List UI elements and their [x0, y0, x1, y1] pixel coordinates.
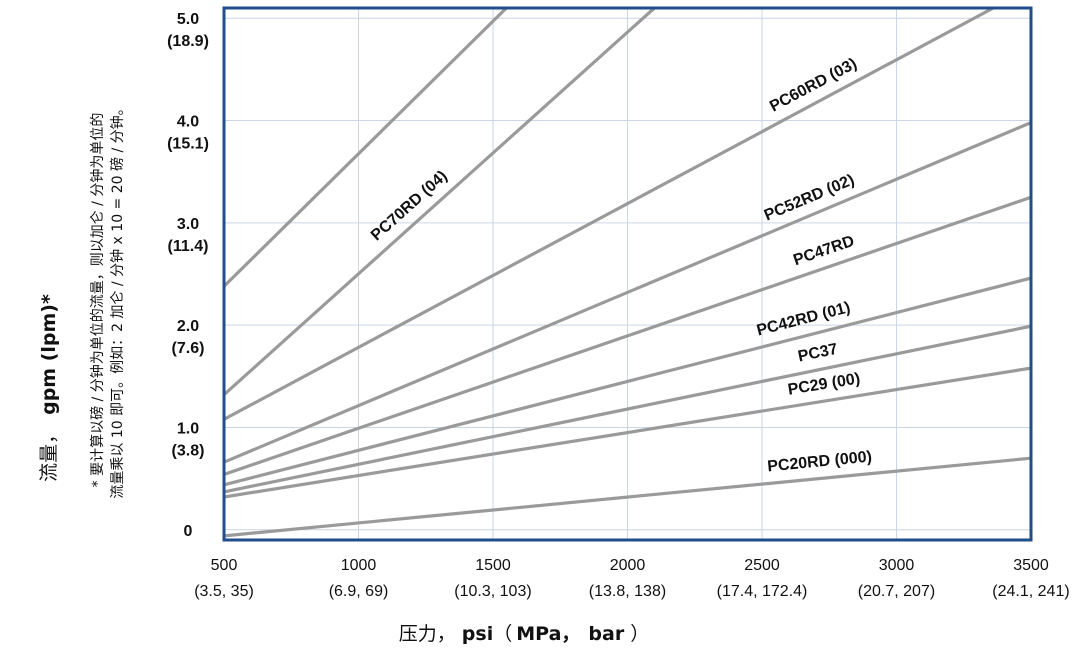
x-tick-sublabel-4: (17.4, 172.4)	[717, 583, 808, 600]
y-axis-title: 流量， gpm (lpm)*	[38, 294, 60, 482]
plot-frame	[222, 6, 1033, 542]
x-tick-sublabel-1: (6.9, 69)	[329, 583, 389, 600]
y-tick-labels: 0 1.0 (3.8) 2.0 (7.6) 3.0 (11.4) 4.0 (15.1) 5.0 (1…	[167, 11, 209, 540]
x-tick-sublabel-5: (20.7, 207)	[858, 583, 935, 600]
x-tick-sublabel-6: (24.1, 241)	[992, 583, 1069, 600]
series-line-9	[224, 8, 508, 288]
y-tick-label-1: 1.0	[177, 420, 199, 437]
x-tick-label-5: 3000	[879, 557, 915, 574]
y-tick-label-2: 2.0	[177, 318, 199, 335]
y-tick-sublabel-1: (3.8)	[172, 442, 205, 459]
y-axis-title-unit: gpm (lpm)*	[38, 294, 60, 415]
series-line-7	[224, 8, 995, 421]
grid	[223, 8, 1032, 540]
y-tick-sublabel-3: (11.4)	[168, 238, 209, 255]
y-tick-sublabel-5: (18.9)	[167, 33, 209, 50]
x-tick-label-4: 2500	[744, 557, 780, 574]
series-line-5	[224, 195, 1031, 477]
x-axis-title-paren-close: ）	[630, 623, 649, 645]
y-tick-sublabel-4: (15.1)	[167, 136, 209, 153]
y-tick-label-3: 3.0	[177, 216, 199, 233]
x-tick-label-3: 2000	[610, 557, 646, 574]
x-tick-label-6: 3500	[1013, 557, 1049, 574]
x-tick-sublabel-2: (10.3, 103)	[454, 583, 531, 600]
x-tick-sublabel-3: (13.8, 138)	[589, 583, 666, 600]
x-axis-title-prefix: 压力，	[399, 623, 456, 645]
x-tick-label-0: 500	[211, 557, 238, 574]
y-tick-sublabel-2: (7.6)	[172, 340, 205, 357]
series-line-6	[224, 120, 1031, 464]
y-axis-title-prefix: 流量，	[38, 425, 60, 482]
x-axis-title-unit3: bar	[588, 623, 624, 645]
x-tick-labels: 500 (3.5, 35) 1000 (6.9, 69) 1500 (10.3, 103)…	[194, 557, 1069, 600]
x-axis-title-unit: psi	[462, 623, 493, 645]
series-line-1	[224, 456, 1031, 538]
x-tick-label-2: 1500	[475, 557, 511, 574]
x-axis-title-unit2: MPa，	[516, 623, 580, 645]
series-lines	[224, 8, 1031, 538]
x-tick-sublabel-0: (3.5, 35)	[194, 583, 254, 600]
series-line-4	[224, 276, 1031, 487]
x-axis-title-paren-open: （	[493, 623, 512, 645]
series-line-2	[224, 366, 1031, 499]
y-tick-label-0: 0	[184, 523, 193, 540]
footnote-line-2: 流量乘以 10 即可。例如：2 加仑 / 分钟 x 10 = 20 磅 / 分钟…	[109, 101, 126, 498]
y-tick-label-5: 5.0	[177, 11, 199, 28]
y-tick-label-4: 4.0	[177, 114, 199, 131]
x-tick-label-1: 1000	[341, 557, 377, 574]
series-line-3	[224, 324, 1031, 494]
series-line-8	[224, 8, 657, 397]
footnote-line-1: * 要计算以磅 / 分钟为单位的流量，则以加仑 / 分钟为单位的	[89, 113, 106, 488]
x-axis-title: 压力， psi（ MPa， bar ）	[399, 623, 649, 645]
